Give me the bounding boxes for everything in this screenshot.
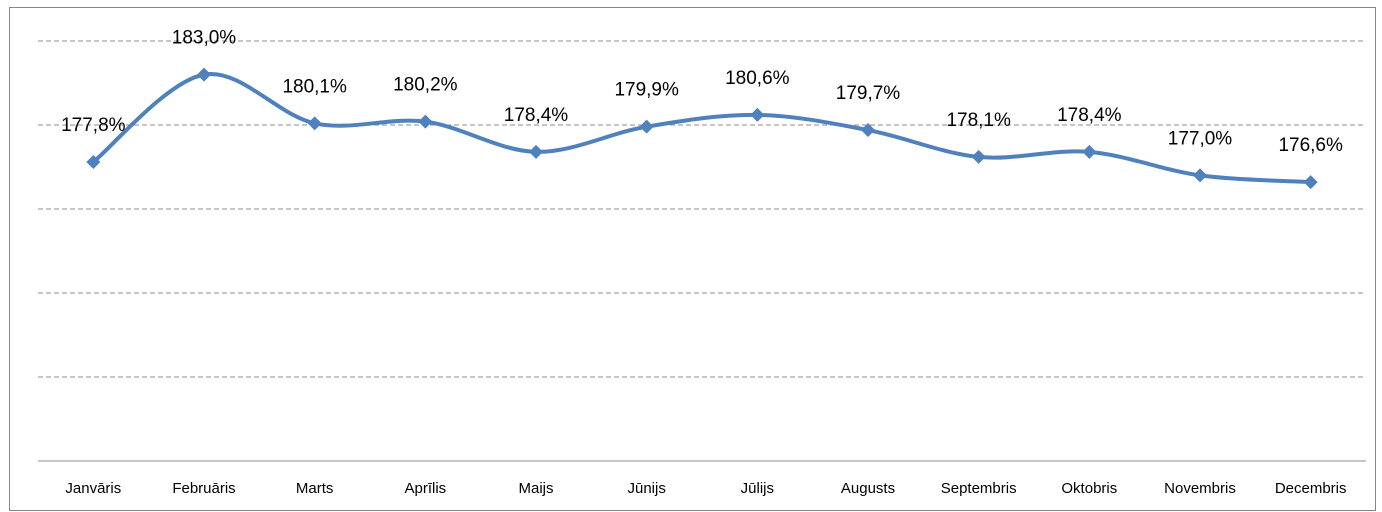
data-point bbox=[307, 116, 322, 131]
data-label: 177,0% bbox=[1168, 128, 1233, 149]
data-point bbox=[418, 114, 433, 129]
data-point bbox=[861, 123, 875, 138]
data-point bbox=[1303, 175, 1318, 190]
data-point bbox=[86, 154, 101, 169]
data-point bbox=[971, 149, 986, 164]
x-tick-label: Augusts bbox=[841, 480, 895, 497]
x-tick-label: Septembris bbox=[941, 480, 1017, 497]
data-point bbox=[197, 67, 211, 82]
data-point bbox=[1082, 144, 1097, 159]
data-label: 177,8% bbox=[61, 115, 126, 136]
data-line bbox=[92, 72, 1311, 185]
x-tick-label: Novembris bbox=[1164, 480, 1236, 497]
data-label: 180,2% bbox=[393, 75, 458, 96]
x-tick-label: Oktobris bbox=[1061, 480, 1117, 497]
data-label: 183,0% bbox=[172, 28, 237, 49]
data-label: 178,4% bbox=[1057, 105, 1122, 126]
x-tick-label: Aprīlis bbox=[404, 480, 446, 497]
x-tick-label: Janvāris bbox=[65, 480, 121, 497]
data-label: 178,4% bbox=[504, 105, 569, 126]
x-tick-label: Jūnijs bbox=[627, 480, 665, 497]
data-label: 179,9% bbox=[614, 80, 679, 101]
x-tick-label: Decembris bbox=[1275, 480, 1347, 497]
data-label: 178,1% bbox=[946, 110, 1011, 131]
data-point bbox=[1193, 168, 1207, 183]
x-tick-label: Marts bbox=[296, 480, 334, 497]
data-point bbox=[639, 119, 654, 134]
x-tick-label: Maijs bbox=[518, 480, 553, 497]
x-tick-label: Jūlijs bbox=[741, 480, 774, 497]
data-point bbox=[529, 144, 543, 159]
data-label: 179,7% bbox=[836, 83, 901, 104]
x-tick-label: Februāris bbox=[172, 480, 235, 497]
data-label: 180,6% bbox=[725, 68, 790, 89]
data-point bbox=[750, 107, 765, 122]
data-label: 180,1% bbox=[282, 76, 347, 97]
chart-frame bbox=[9, 7, 1376, 511]
data-label: 176,6% bbox=[1278, 135, 1343, 156]
